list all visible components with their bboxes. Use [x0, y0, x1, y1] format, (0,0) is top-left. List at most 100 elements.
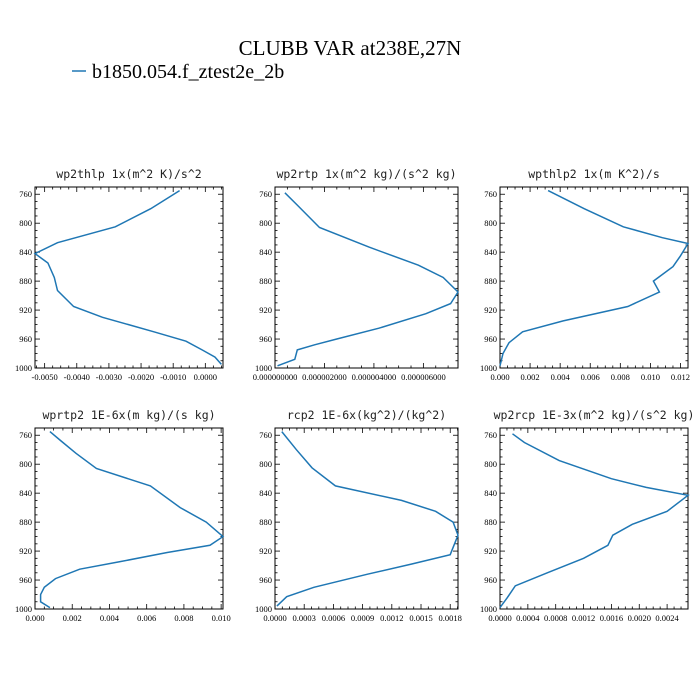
x-tick-label: 0.006 — [581, 372, 600, 382]
x-tick-label: 0.0003 — [293, 613, 316, 623]
y-tick-label: 840 — [484, 488, 497, 498]
plot-frame — [499, 186, 689, 369]
y-tick-label: 880 — [19, 276, 32, 286]
panel-3: wpthlp2 1x(m K^2)/s 760 800 840 880 920 960 100… — [480, 167, 690, 382]
y-tick-label: 800 — [259, 218, 272, 228]
y-tick-label: 960 — [484, 334, 497, 344]
x-tick-label: 0.0000 — [194, 372, 217, 382]
x-tick-label: 0.0008 — [544, 613, 567, 623]
panel-title: wpthlp2 1x(m K^2)/s — [528, 167, 660, 181]
x-tick-label: 0.010 — [641, 372, 660, 382]
y-tick-label: 760 — [259, 430, 272, 440]
x-tick-label: 0.0000 — [488, 613, 511, 623]
y-tick-label: 920 — [484, 546, 497, 556]
y-tick-label: 1000 — [255, 604, 272, 614]
y-tick-label: 960 — [19, 334, 32, 344]
x-tick-label: 0.0016 — [600, 613, 623, 623]
series-line — [276, 431, 459, 607]
x-tick-label: 0.002 — [521, 372, 540, 382]
x-tick-label: 0.010 — [212, 613, 231, 623]
x-tick-label: -0.0030 — [96, 372, 122, 382]
y-tick-label: 880 — [259, 276, 272, 286]
x-tick-label: 0.000006000 — [401, 372, 446, 382]
x-tick-label: 0.008 — [611, 372, 630, 382]
y-tick-label: 920 — [19, 546, 32, 556]
y-tick-label: 760 — [19, 189, 32, 199]
series-line — [499, 189, 690, 366]
y-tick-label: 760 — [19, 430, 32, 440]
y-tick-label: 920 — [19, 305, 32, 315]
series-line — [499, 433, 690, 609]
x-tick-label: 0.000000000 — [253, 372, 298, 382]
y-tick-label: 1000 — [15, 604, 32, 614]
plot-frame — [274, 427, 459, 610]
panel-6: wp2rcp 1E-3x(m^2 kg)/(s^2 kg) 760 800 840 88… — [480, 408, 694, 623]
y-tick-label: 760 — [259, 189, 272, 199]
x-tick-label: 0.0020 — [628, 613, 651, 623]
legend-label: b1850.054.f_ztest2e_2b — [92, 61, 284, 83]
y-tick-label: 880 — [484, 276, 497, 286]
x-tick-label: 0.000002000 — [302, 372, 347, 382]
y-tick-label: 800 — [484, 459, 497, 469]
y-tick-label: 840 — [259, 247, 272, 257]
y-tick-label: 800 — [484, 218, 497, 228]
panel-2: wp2rtp 1x(m^2 kg)/(s^2 kg) 760 800 840 880 92… — [253, 167, 459, 382]
x-tick-label: 0.000 — [25, 613, 44, 623]
x-tick-label: 0.0018 — [439, 613, 462, 623]
y-tick-label: 1000 — [480, 363, 497, 373]
y-tick-label: 800 — [259, 459, 272, 469]
x-tick-label: 0.012 — [671, 372, 690, 382]
y-tick-label: 920 — [259, 305, 272, 315]
y-tick-label: 880 — [259, 517, 272, 527]
y-tick-label: 960 — [259, 334, 272, 344]
x-tick-label: 0.006 — [137, 613, 156, 623]
series-line — [39, 431, 225, 609]
y-tick-label: 840 — [19, 247, 32, 257]
x-tick-label: 0.0012 — [572, 613, 595, 623]
plot-frame — [34, 427, 224, 610]
plot-frame — [34, 186, 224, 369]
x-tick-label: 0.0004 — [516, 613, 540, 623]
panel-4: wprtp2 1E-6x(m kg)/(s kg) 760 800 840 880 920… — [15, 408, 231, 623]
y-tick-label: 760 — [484, 189, 497, 199]
panel-title: wprtp2 1E-6x(m kg)/(s kg) — [42, 408, 215, 422]
panel-5: rcp2 1E-6x(kg^2)/(kg^2) 760 800 840 880 920 96… — [255, 408, 462, 623]
y-tick-label: 1000 — [480, 604, 497, 614]
series-line — [33, 189, 222, 365]
y-tick-label: 800 — [19, 459, 32, 469]
x-tick-label: 0.004 — [100, 613, 120, 623]
panel-title: wp2rcp 1E-3x(m^2 kg)/(s^2 kg) — [494, 408, 695, 422]
x-tick-label: 0.0012 — [380, 613, 403, 623]
plot-frame — [274, 186, 459, 369]
x-tick-label: 0.0006 — [322, 613, 345, 623]
y-tick-label: 1000 — [255, 363, 272, 373]
y-tick-label: 920 — [484, 305, 497, 315]
y-tick-label: 840 — [484, 247, 497, 257]
y-tick-label: 1000 — [15, 363, 32, 373]
panel-1: wp2thlp 1x(m^2 K)/s^2 760 800 840 880 920 960 1… — [15, 167, 224, 382]
y-tick-label: 760 — [484, 430, 497, 440]
figure-title: CLUBB VAR at238E,27N — [239, 36, 462, 60]
y-tick-label: 880 — [19, 517, 32, 527]
x-tick-label: -0.0050 — [32, 372, 58, 382]
y-tick-label: 840 — [259, 488, 272, 498]
panel-title: wp2thlp 1x(m^2 K)/s^2 — [56, 167, 201, 181]
x-tick-label: -0.0010 — [160, 372, 186, 382]
x-tick-label: -0.0020 — [128, 372, 154, 382]
x-tick-label: 0.0000 — [263, 613, 286, 623]
x-tick-label: 0.0009 — [351, 613, 374, 623]
x-tick-label: 0.000004000 — [352, 372, 397, 382]
x-tick-label: 0.000 — [490, 372, 509, 382]
x-tick-label: 0.008 — [174, 613, 193, 623]
y-tick-label: 880 — [484, 517, 497, 527]
x-tick-label: 0.0015 — [409, 613, 432, 623]
panel-title: wp2rtp 1x(m^2 kg)/(s^2 kg) — [276, 167, 456, 181]
x-tick-label: -0.0040 — [64, 372, 90, 382]
y-tick-label: 960 — [259, 575, 272, 585]
y-tick-label: 960 — [484, 575, 497, 585]
panel-title: rcp2 1E-6x(kg^2)/(kg^2) — [287, 408, 446, 422]
y-tick-label: 800 — [19, 218, 32, 228]
x-tick-label: 0.0024 — [655, 613, 679, 623]
y-tick-label: 960 — [19, 575, 32, 585]
